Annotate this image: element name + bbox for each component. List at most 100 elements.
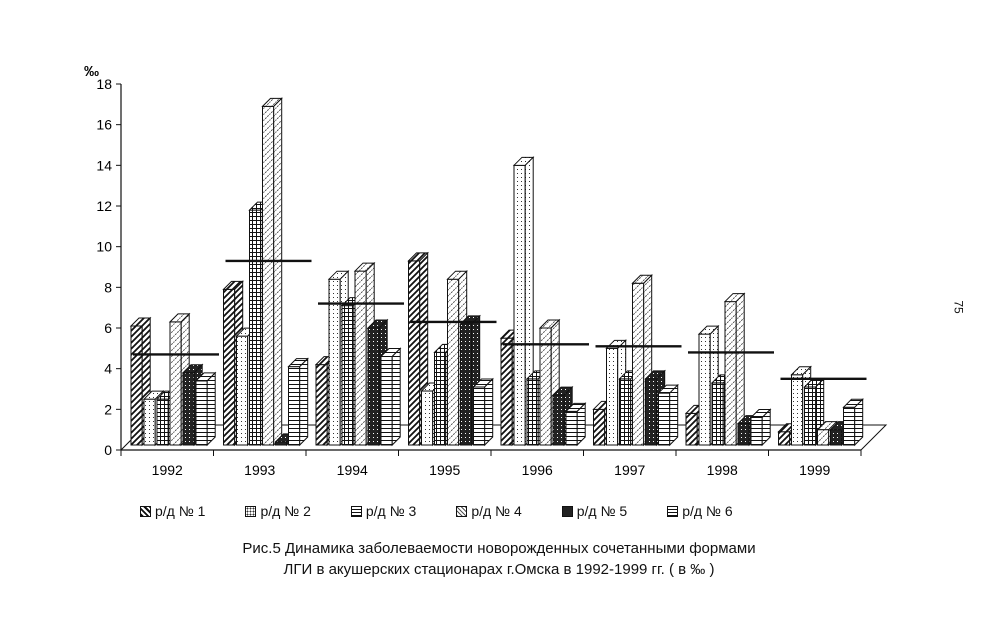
bar-side <box>299 357 309 447</box>
legend-swatch <box>140 505 151 517</box>
bar-front <box>156 398 169 446</box>
bar-front <box>195 380 208 446</box>
bar-side <box>576 402 586 447</box>
x-axis: 1992 1993 1994 1995 1996 1997 1998 1999 <box>120 449 862 478</box>
bar-front <box>341 305 354 446</box>
caption-line-1: Рис.5 Динамика заболеваемости новорожден… <box>242 540 756 557</box>
legend-item: р/д № 2 <box>245 503 311 519</box>
bar-front <box>804 386 817 446</box>
x-tick-label: 1992 <box>152 462 183 478</box>
bar-front <box>843 406 856 446</box>
bar-front <box>552 394 565 446</box>
bar-front <box>500 337 513 446</box>
legend-swatch <box>350 505 362 517</box>
y-axis: 0 2 4 6 8 10 12 14 16 18 <box>96 76 122 458</box>
legend-item: р/д № 3 <box>350 503 416 519</box>
bar <box>379 347 402 447</box>
bar-front <box>750 416 763 446</box>
bar-front <box>658 392 671 446</box>
bar-front <box>236 335 249 446</box>
bar-front <box>223 288 236 446</box>
bar-front <box>737 423 750 446</box>
bar-front <box>565 410 578 446</box>
bar-front <box>288 366 301 446</box>
bar-front <box>473 386 486 446</box>
bar-front <box>408 260 421 446</box>
bar-front <box>447 278 460 446</box>
bar-front <box>513 164 526 446</box>
bar-front <box>698 333 711 446</box>
y-tick-label: 18 <box>96 76 112 92</box>
bar <box>512 156 535 447</box>
bar-side <box>391 347 401 447</box>
bar-side <box>206 371 216 447</box>
bar-front <box>143 398 156 446</box>
bar-front <box>421 390 434 446</box>
average-lines <box>133 259 867 381</box>
legend-item: р/д № 1 <box>140 503 205 519</box>
bar-side <box>761 408 771 447</box>
x-tick-label: 1998 <box>707 462 738 478</box>
bar-front <box>262 105 275 446</box>
bar-side <box>669 383 679 447</box>
legend-label: р/д № 1 <box>155 503 206 519</box>
bar-front <box>645 378 658 446</box>
bar-front <box>830 429 843 446</box>
y-tick-label: 2 <box>104 401 112 417</box>
x-tick-label: 1995 <box>429 462 460 478</box>
y-axis-unit: ‰ <box>84 63 99 80</box>
y-tick-label: 6 <box>104 320 112 336</box>
legend-item: р/д № 6 <box>667 503 733 519</box>
bar-front <box>724 301 737 446</box>
bar-front <box>619 378 632 446</box>
bar-front <box>169 321 182 446</box>
legend-label: р/д № 5 <box>576 503 628 519</box>
x-tick-label: 1996 <box>522 462 553 478</box>
legend-swatch <box>667 505 679 517</box>
bar-front <box>367 327 380 446</box>
x-tick-label: 1997 <box>614 462 645 478</box>
legend: р/д № 1 р/д № 2 р/д № 3 р/д № 4 р/д № 5 р/д №… <box>140 503 733 519</box>
y-tick-label: 10 <box>96 239 112 255</box>
bar <box>472 377 494 447</box>
bar <box>194 371 217 447</box>
bar-front <box>791 374 804 446</box>
bar-front <box>711 382 724 446</box>
y-tick-label: 4 <box>104 361 112 377</box>
bar-front <box>434 351 447 446</box>
bar-front <box>817 429 830 446</box>
bar <box>842 398 864 447</box>
legend-swatch <box>245 505 257 517</box>
bar-front <box>315 364 328 446</box>
legend-swatch <box>456 505 468 517</box>
legend-swatch <box>561 505 573 517</box>
legend-item: р/д № 4 <box>456 503 522 519</box>
bar-front <box>460 323 473 446</box>
legend-label: р/д № 4 <box>471 503 522 519</box>
legend-item: р/д № 5 <box>561 503 628 519</box>
x-tick-label: 1994 <box>337 462 368 478</box>
y-tick-label: 14 <box>96 157 112 173</box>
bar-front <box>632 282 645 446</box>
bar-front <box>606 347 619 446</box>
bar-front <box>130 325 143 446</box>
y-tick-label: 12 <box>96 198 112 214</box>
y-tick-label: 0 <box>104 442 112 458</box>
bar-front <box>778 431 791 446</box>
bar-side <box>854 398 864 447</box>
bars <box>129 97 864 447</box>
bar-front <box>593 408 606 446</box>
bar <box>657 383 679 447</box>
caption-line-2: ЛГИ в акушерских стационарах г.Омска в 1… <box>283 561 715 578</box>
figure-caption: Рис.5 Динамика заболеваемости новорожден… <box>0 538 998 580</box>
bar <box>287 357 309 447</box>
bar-side <box>273 97 283 447</box>
y-tick-label: 16 <box>96 117 112 133</box>
x-tick-label: 1999 <box>799 462 830 478</box>
bar-front <box>249 209 262 446</box>
legend-label: р/д № 6 <box>682 503 733 519</box>
bar <box>564 402 587 447</box>
bar-front <box>526 378 539 446</box>
bar-front <box>380 355 393 446</box>
